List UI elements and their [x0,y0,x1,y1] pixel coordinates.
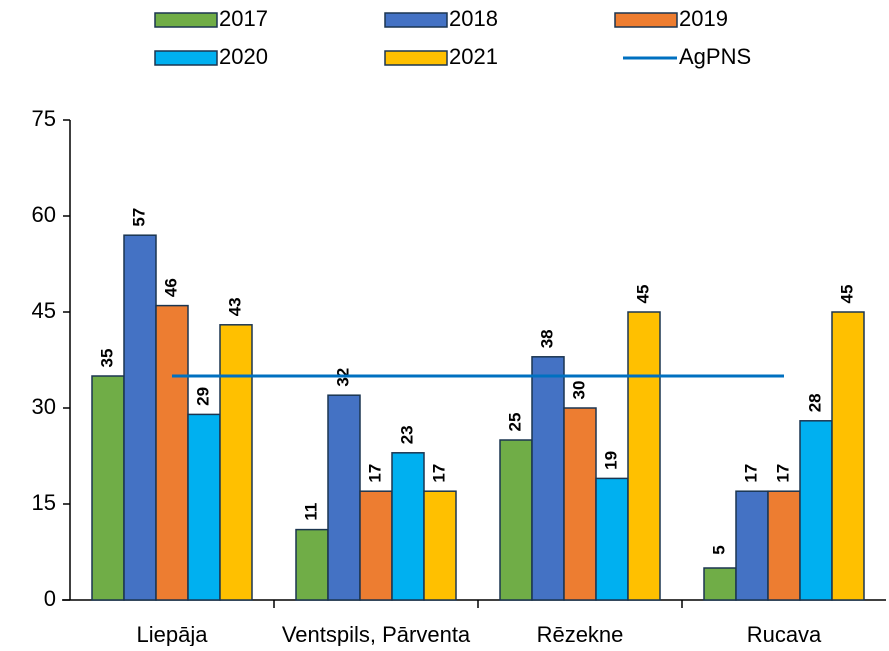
legend-label: 2019 [679,6,728,31]
y-tick-label: 45 [32,298,56,323]
legend-label: 2018 [449,6,498,31]
value-label: 46 [161,278,180,297]
x-tick-label: Liepāja [137,622,209,646]
bar [799,420,833,601]
y-tick-label: 75 [32,106,56,131]
bar [735,490,769,601]
bar [627,311,661,601]
value-label: 45 [837,285,856,304]
legend-swatch [384,12,448,28]
x-tick-label: Rucava [747,622,822,646]
value-label: 43 [225,297,244,316]
y-tick-label: 0 [44,586,56,611]
bar [423,490,457,601]
value-label: 17 [773,464,792,483]
x-tick-label: Ventspils, Pārventa [282,622,471,646]
legend-label: 2017 [219,6,268,31]
y-tick-label: 60 [32,202,56,227]
legend-label: AgPNS [679,44,751,69]
bar [767,490,801,601]
value-label: 28 [805,393,824,412]
bar [295,528,329,601]
bar [219,324,253,601]
value-label: 25 [505,413,524,432]
value-label: 5 [709,545,728,554]
value-label: 19 [601,451,620,470]
bar [595,477,629,601]
legend-swatch [154,50,218,66]
bar [155,304,189,601]
legend-swatch [154,12,218,28]
value-label: 17 [741,464,760,483]
bar [563,407,597,601]
bar [359,490,393,601]
legend-label: 2020 [219,44,268,69]
x-tick-label: Rēzekne [537,622,624,646]
value-label: 29 [193,387,212,406]
y-tick-label: 15 [32,490,56,515]
value-label: 35 [97,349,116,368]
value-label: 23 [397,425,416,444]
legend-label: 2021 [449,44,498,69]
value-label: 17 [365,464,384,483]
bar [123,234,157,601]
legend-swatch [384,50,448,66]
bar [703,567,737,601]
bar [499,439,533,601]
value-label: 57 [129,208,148,227]
bar [91,375,125,601]
bar [327,394,361,601]
value-label: 30 [569,381,588,400]
value-label: 45 [633,285,652,304]
legend-swatch [614,12,678,28]
bar [531,356,565,601]
bar [831,311,865,601]
bar [391,452,425,601]
value-label: 38 [537,329,556,348]
y-tick-label: 30 [32,394,56,419]
value-label: 11 [301,503,320,521]
value-label: 17 [429,464,448,483]
bar [187,413,221,601]
